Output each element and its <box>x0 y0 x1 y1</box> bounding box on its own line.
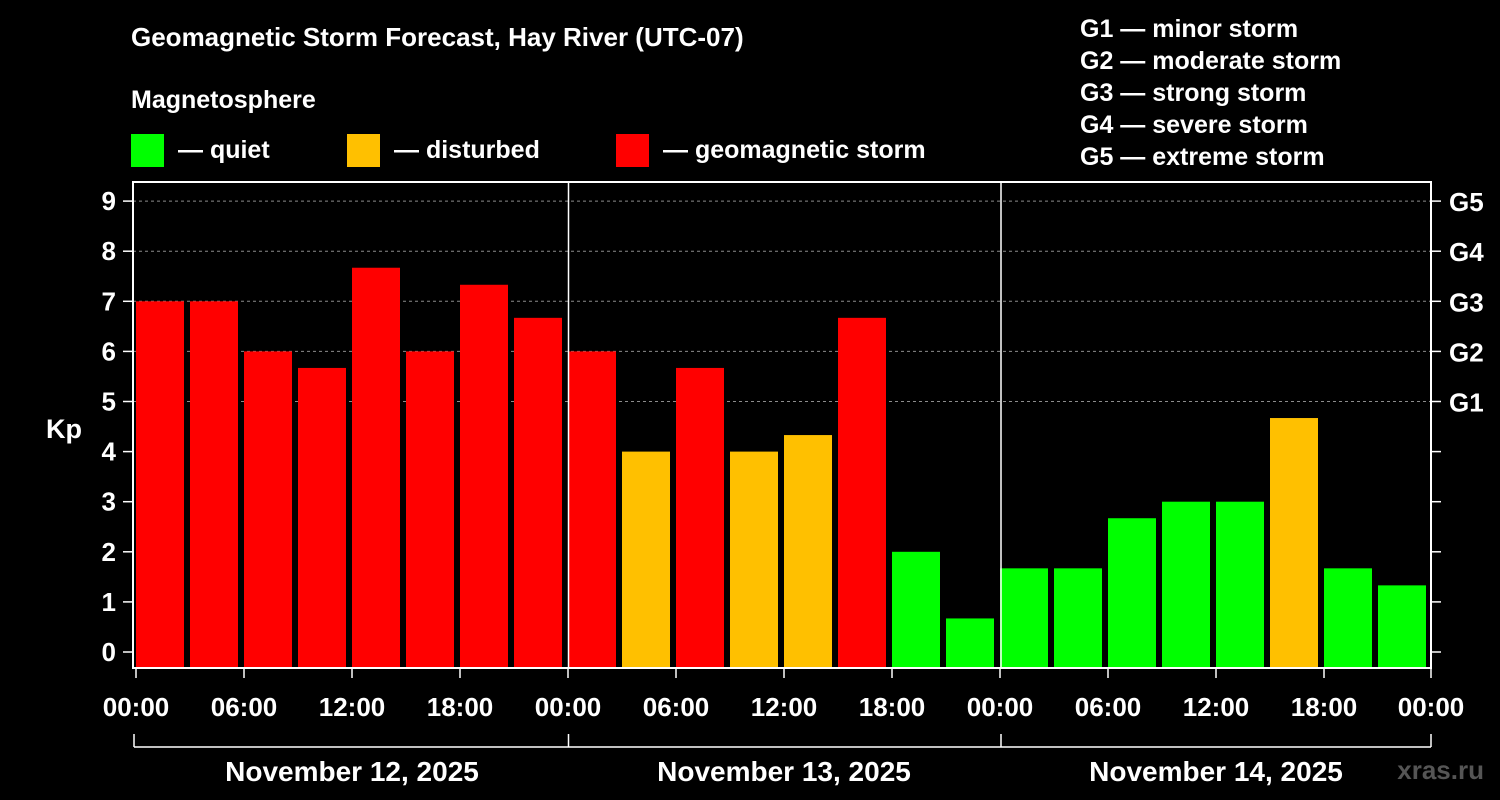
kp-bar <box>784 435 832 668</box>
x-tick-label: 12:00 <box>751 692 818 722</box>
x-tick-label: 12:00 <box>319 692 386 722</box>
legend-disturbed: — disturbed <box>347 133 540 167</box>
x-tick-label: 00:00 <box>967 692 1034 722</box>
kp-bar <box>730 451 778 668</box>
kp-bar <box>1054 568 1102 668</box>
g-legend-item: G5 — extreme storm <box>1080 143 1325 171</box>
g-legend-item: G1 — minor storm <box>1080 15 1299 43</box>
kp-bar <box>892 551 940 668</box>
y-tick-label: 8 <box>102 236 116 266</box>
legend-label-disturbed: — disturbed <box>394 135 540 164</box>
kp-bar <box>946 618 994 668</box>
kp-bar <box>460 284 508 668</box>
x-tick-label: 12:00 <box>1183 692 1250 722</box>
g-legend-item: G3 — strong storm <box>1080 79 1307 107</box>
kp-bar <box>676 367 724 668</box>
day-label: November 13, 2025 <box>657 756 911 787</box>
g-legend-item: G2 — moderate storm <box>1080 47 1342 75</box>
x-tick-label: 00:00 <box>535 692 602 722</box>
kp-bar <box>568 351 616 668</box>
g-tick-label: G4 <box>1449 237 1484 267</box>
y-tick-label: 6 <box>102 336 116 366</box>
kp-bar <box>136 301 184 668</box>
x-tick-label: 06:00 <box>211 692 278 722</box>
y-tick-label: 3 <box>102 487 116 517</box>
legend-swatch-storm <box>616 133 649 167</box>
x-tick-label: 00:00 <box>103 692 170 722</box>
kp-bar <box>1108 518 1156 668</box>
x-tick-label: 00:00 <box>1398 692 1465 722</box>
kp-bar <box>1324 568 1372 668</box>
legend-storm: — geomagnetic storm <box>616 133 926 167</box>
g-tick-label: G5 <box>1449 187 1484 217</box>
legend-quiet: — quiet <box>131 133 270 167</box>
kp-bar <box>406 351 454 668</box>
y-tick-label: 7 <box>102 286 116 316</box>
kp-bar <box>1216 501 1264 668</box>
kp-bar <box>352 267 400 668</box>
kp-bar <box>298 367 346 668</box>
kp-bar <box>622 451 670 668</box>
x-tick-label: 18:00 <box>859 692 926 722</box>
kp-bar <box>1378 585 1426 668</box>
x-tick-label: 06:00 <box>643 692 710 722</box>
g-tick-label: G2 <box>1449 337 1484 367</box>
y-tick-label: 4 <box>102 437 117 467</box>
y-axis-label: Kp <box>46 414 82 444</box>
kp-bar <box>244 351 292 668</box>
g-scale-legend: G1 — minor storm G2 — moderate storm G3 … <box>1080 13 1341 173</box>
kp-bar <box>1000 568 1048 668</box>
legend-label-quiet: — quiet <box>178 135 270 164</box>
legend-label-storm: — geomagnetic storm <box>663 135 926 164</box>
legend-swatch-quiet <box>131 133 164 167</box>
g-legend-item: G4 — severe storm <box>1080 111 1308 139</box>
g-tick-label: G1 <box>1449 388 1484 418</box>
legend-subtitle: Magnetosphere <box>131 86 316 114</box>
day-label: November 12, 2025 <box>225 756 479 787</box>
watermark: xras.ru <box>1397 755 1484 785</box>
y-tick-label: 2 <box>102 537 116 567</box>
kp-bar <box>1270 418 1318 668</box>
kp-bar <box>838 317 886 668</box>
y-tick-label: 0 <box>102 637 116 667</box>
kp-bar <box>190 301 238 668</box>
x-tick-label: 18:00 <box>427 692 494 722</box>
y-tick-label: 5 <box>102 387 116 417</box>
y-tick-label: 9 <box>102 186 116 216</box>
day-label: November 14, 2025 <box>1089 756 1343 787</box>
y-tick-label: 1 <box>102 587 116 617</box>
kp-bar <box>1162 501 1210 668</box>
x-tick-label: 18:00 <box>1291 692 1358 722</box>
legend-swatch-disturbed <box>347 133 380 167</box>
chart-title: Geomagnetic Storm Forecast, Hay River (U… <box>131 22 744 52</box>
x-tick-label: 06:00 <box>1075 692 1142 722</box>
g-tick-label: G3 <box>1449 287 1484 317</box>
plot-frame <box>132 181 1432 669</box>
kp-bar <box>514 317 562 668</box>
